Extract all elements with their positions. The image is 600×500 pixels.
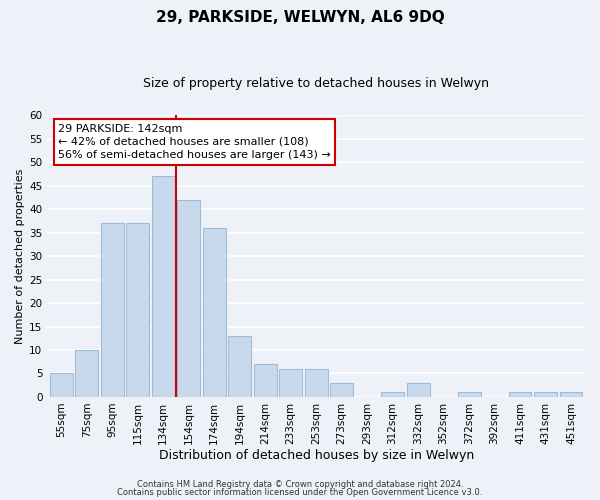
Text: 29, PARKSIDE, WELWYN, AL6 9DQ: 29, PARKSIDE, WELWYN, AL6 9DQ (155, 10, 445, 25)
Bar (509, 392, 532, 397)
Bar (407, 383, 430, 397)
Bar (458, 392, 481, 397)
Bar (101, 224, 124, 397)
Bar (534, 392, 557, 397)
Bar (279, 369, 302, 397)
Bar (152, 176, 175, 397)
Bar (560, 392, 583, 397)
Bar (203, 228, 226, 397)
Bar (381, 392, 404, 397)
Text: Contains HM Land Registry data © Crown copyright and database right 2024.: Contains HM Land Registry data © Crown c… (137, 480, 463, 489)
Bar (305, 369, 328, 397)
Bar (76, 350, 98, 397)
Bar (228, 336, 251, 397)
Text: Contains public sector information licensed under the Open Government Licence v3: Contains public sector information licen… (118, 488, 482, 497)
Text: 29 PARKSIDE: 142sqm
← 42% of detached houses are smaller (108)
56% of semi-detac: 29 PARKSIDE: 142sqm ← 42% of detached ho… (58, 124, 331, 160)
X-axis label: Distribution of detached houses by size in Welwyn: Distribution of detached houses by size … (158, 450, 474, 462)
Y-axis label: Number of detached properties: Number of detached properties (15, 168, 25, 344)
Bar (177, 200, 200, 397)
Bar (50, 374, 73, 397)
Bar (254, 364, 277, 397)
Title: Size of property relative to detached houses in Welwyn: Size of property relative to detached ho… (143, 78, 489, 90)
Bar (330, 383, 353, 397)
Bar (126, 224, 149, 397)
